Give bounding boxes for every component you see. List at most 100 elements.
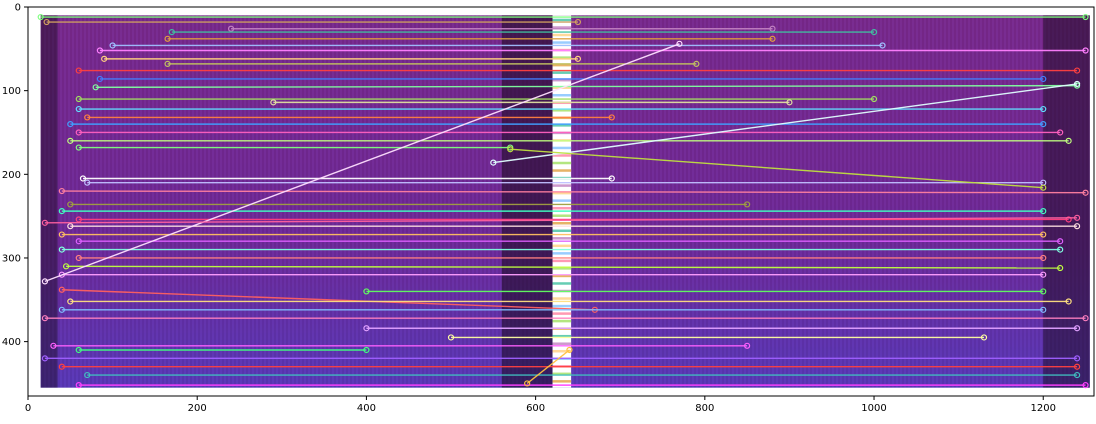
x-tick-label: 200	[188, 403, 207, 414]
x-axis: 0 200 400 600 800 1000 1200	[25, 396, 1056, 414]
white-band-stripe	[552, 267, 572, 270]
match-point-start	[101, 55, 108, 62]
match-point-start	[41, 278, 49, 285]
white-band-stripe	[552, 18, 572, 22]
match-point-end	[1073, 67, 1081, 74]
match-point-start	[490, 159, 497, 166]
match-line	[95, 84, 1078, 89]
white-band-stripe	[552, 56, 572, 59]
match-point-start	[507, 146, 514, 153]
white-band-stripe	[552, 349, 572, 353]
white-band-stripe	[552, 63, 572, 67]
white-band-stripe	[552, 334, 572, 338]
match-line	[44, 217, 1078, 224]
white-band-stripe	[552, 304, 572, 308]
white-band-stripe	[552, 184, 572, 187]
match-point-end	[566, 346, 573, 354]
match-line	[61, 289, 595, 311]
white-band-stripe	[552, 297, 572, 300]
white-band-stripe	[552, 78, 572, 82]
match-point-end	[1040, 121, 1047, 128]
match-point-start	[75, 105, 82, 113]
y-axis: 0 100 200 300 400	[2, 3, 28, 348]
match-point-end	[676, 40, 683, 47]
match-point-start	[75, 129, 82, 136]
x-tick-label: 1200	[1031, 403, 1056, 414]
match-point-end	[786, 99, 793, 106]
match-point-start	[270, 99, 277, 106]
match-line	[66, 265, 1061, 269]
match-point-end	[1057, 238, 1064, 245]
match-point-end	[693, 60, 700, 67]
match-point-end	[1040, 288, 1047, 295]
white-band-stripe	[552, 199, 572, 202]
match-point-start	[58, 306, 65, 313]
match-point-end	[1057, 129, 1064, 136]
match-point-start	[524, 380, 531, 387]
x-tick-label: 600	[526, 403, 545, 414]
match-point-start	[43, 18, 50, 26]
match-point-end	[1040, 75, 1047, 83]
match-point-end	[1040, 184, 1047, 191]
white-band-stripe	[552, 26, 572, 29]
white-band-stripe	[552, 221, 572, 225]
white-band-stripe	[552, 94, 572, 97]
match-point-end	[1082, 13, 1089, 21]
match-point-end	[1082, 189, 1089, 196]
match-point-start	[168, 28, 175, 36]
match-point-start	[67, 298, 74, 305]
match-point-end	[1040, 254, 1047, 262]
match-point-end	[1082, 47, 1089, 54]
match-point-start	[75, 382, 82, 389]
match-point-start	[58, 363, 65, 370]
y-tick-label: 200	[2, 170, 21, 181]
spectrogram-dark-mid	[501, 15, 553, 388]
match-point-end	[1082, 382, 1089, 389]
match-point-start	[109, 42, 116, 49]
match-point-end	[870, 28, 878, 36]
match-point-start	[447, 334, 455, 341]
white-band-stripe	[552, 71, 572, 74]
match-point-end	[870, 95, 878, 103]
match-point-start	[58, 246, 65, 253]
match-point-start	[84, 371, 91, 379]
white-band-stripe	[552, 146, 572, 150]
white-band-stripe	[552, 319, 572, 323]
match-point-start	[164, 60, 171, 67]
match-line	[61, 190, 1086, 194]
match-point-end	[879, 42, 886, 49]
match-point-start	[75, 238, 82, 245]
match-point-end	[744, 201, 751, 208]
match-point-end	[769, 35, 776, 42]
y-tick-label: 300	[2, 253, 21, 264]
match-point-end	[1040, 231, 1047, 238]
match-point-start	[75, 254, 82, 262]
match-point-end	[744, 342, 751, 349]
white-band-stripe	[552, 274, 572, 278]
white-band-stripe	[552, 41, 572, 44]
x-tick-label: 0	[25, 403, 31, 414]
match-point-start	[84, 114, 91, 121]
white-band-stripe	[552, 259, 572, 263]
axes-frame	[27, 6, 1095, 397]
spectrogram-dark-right	[1043, 15, 1090, 388]
spectrogram-dark-left	[40, 15, 58, 388]
match-point-start	[41, 219, 49, 226]
match-point-end	[1073, 355, 1081, 362]
match-point-start	[92, 84, 99, 91]
match-line	[526, 349, 570, 385]
match-lines	[37, 13, 1089, 389]
white-band-stripe	[552, 169, 572, 172]
match-point-start	[75, 95, 82, 103]
white-band-stripe	[552, 372, 572, 376]
match-point-end	[1065, 137, 1072, 144]
match-point-end	[1040, 271, 1047, 278]
match-point-end	[1073, 363, 1081, 370]
match-point-start	[41, 315, 49, 322]
match-point-start	[58, 231, 65, 238]
white-band-stripe	[552, 229, 572, 233]
white-band-stripe	[552, 282, 572, 285]
match-point-end	[1040, 105, 1047, 113]
white-band-stripe	[552, 161, 572, 165]
match-point-start	[58, 286, 65, 293]
